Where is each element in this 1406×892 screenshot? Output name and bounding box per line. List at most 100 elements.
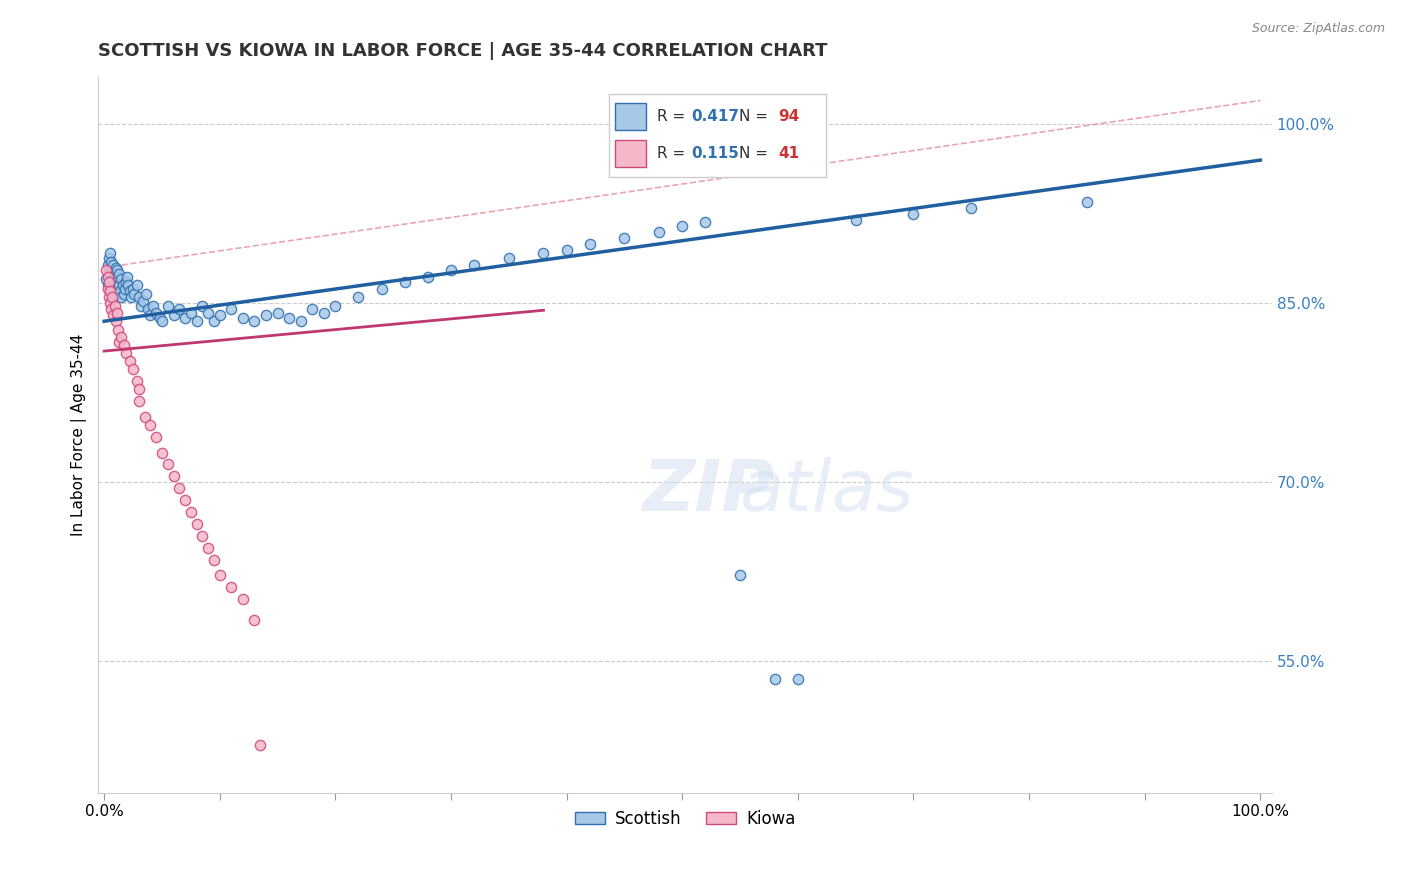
Point: [221, 581, 243, 595]
Point: [232, 310, 254, 325]
Point: [156, 299, 179, 313]
Point: [97, 270, 120, 285]
Point: [249, 738, 271, 752]
Point: [97, 278, 120, 293]
Point: [150, 314, 173, 328]
Point: [416, 270, 439, 285]
Point: [463, 258, 485, 272]
Point: [136, 302, 159, 317]
Point: [104, 267, 127, 281]
Point: [103, 278, 125, 293]
Point: [578, 236, 600, 251]
Legend: Scottish, Kiowa: Scottish, Kiowa: [568, 803, 803, 834]
Point: [97, 290, 120, 304]
Point: [243, 314, 266, 328]
Point: [97, 251, 120, 265]
Point: [101, 282, 124, 296]
Point: [108, 267, 131, 281]
Point: [103, 299, 125, 313]
Point: [122, 282, 145, 296]
Point: [162, 469, 184, 483]
Text: ZIP: ZIP: [643, 458, 775, 526]
Point: [128, 394, 150, 409]
Point: [960, 201, 983, 215]
Point: [648, 225, 671, 239]
Point: [120, 290, 142, 304]
Point: [156, 458, 179, 472]
Point: [98, 285, 121, 299]
Point: [613, 230, 636, 244]
Point: [197, 541, 219, 555]
Point: [107, 323, 129, 337]
Point: [105, 275, 128, 289]
Point: [108, 278, 131, 293]
Point: [96, 263, 118, 277]
Point: [103, 308, 125, 322]
Point: [208, 568, 231, 582]
Point: [96, 272, 118, 286]
Text: SCOTTISH VS KIOWA IN LABOR FORCE | AGE 35-44 CORRELATION CHART: SCOTTISH VS KIOWA IN LABOR FORCE | AGE 3…: [98, 42, 828, 60]
Point: [139, 418, 162, 433]
Point: [142, 299, 165, 313]
Point: [370, 282, 392, 296]
Point: [1076, 194, 1098, 209]
Point: [97, 282, 120, 296]
Text: atlas: atlas: [738, 458, 914, 526]
Point: [132, 293, 155, 308]
Point: [208, 308, 231, 322]
Point: [104, 260, 127, 275]
Point: [101, 290, 124, 304]
Point: [103, 258, 125, 272]
Point: [111, 278, 134, 293]
Point: [191, 299, 214, 313]
Point: [180, 306, 202, 320]
Point: [186, 517, 208, 532]
Point: [97, 258, 120, 272]
Point: [118, 285, 141, 299]
Point: [104, 286, 127, 301]
Point: [145, 430, 167, 444]
Point: [394, 275, 416, 289]
Point: [104, 314, 127, 328]
Point: [118, 353, 141, 368]
Point: [101, 275, 124, 289]
Point: [105, 263, 128, 277]
Point: [278, 310, 301, 325]
Point: [103, 272, 125, 286]
Point: [174, 310, 197, 325]
Point: [125, 278, 148, 293]
Point: [145, 306, 167, 320]
Point: [728, 568, 751, 582]
Point: [325, 299, 347, 313]
Point: [162, 308, 184, 322]
Point: [128, 382, 150, 396]
Point: [112, 286, 135, 301]
Point: [97, 275, 120, 289]
Point: [174, 493, 197, 508]
Point: [125, 374, 148, 388]
Point: [301, 302, 323, 317]
Point: [440, 263, 463, 277]
Point: [97, 263, 120, 277]
Point: [202, 314, 225, 328]
Point: [786, 673, 808, 687]
Point: [150, 445, 173, 459]
Point: [107, 270, 129, 285]
Point: [112, 338, 135, 352]
Point: [312, 306, 335, 320]
Point: [186, 314, 208, 328]
Point: [110, 330, 132, 344]
Point: [243, 613, 266, 627]
Point: [128, 290, 150, 304]
Point: [98, 296, 121, 310]
Point: [110, 285, 132, 299]
Point: [139, 308, 162, 322]
Point: [266, 306, 288, 320]
Point: [254, 308, 277, 322]
Point: [149, 310, 172, 325]
Point: [122, 362, 145, 376]
Point: [103, 285, 125, 299]
Point: [347, 290, 370, 304]
Point: [114, 282, 136, 296]
Text: Source: ZipAtlas.com: Source: ZipAtlas.com: [1251, 22, 1385, 36]
